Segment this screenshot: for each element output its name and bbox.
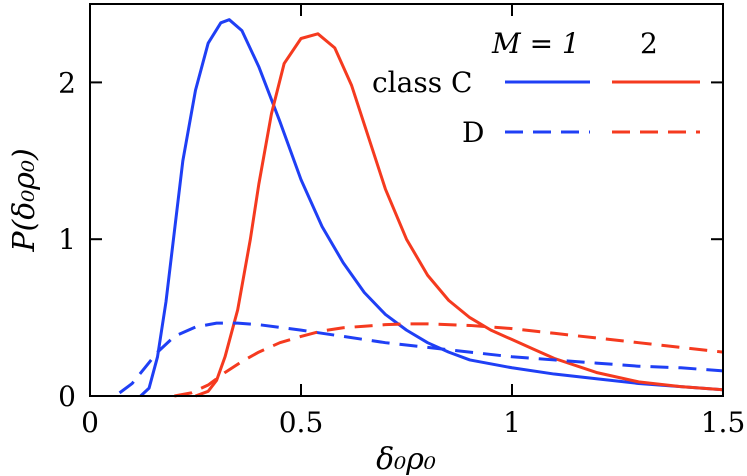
x-tick-label: 1.5	[701, 406, 746, 439]
series-line-class-c-m2	[194, 32, 724, 398]
legend-class-c-label: class C	[372, 66, 472, 99]
y-axis-label: P(δ₀ρ₀)	[7, 148, 42, 252]
y-tick-label: 2	[58, 66, 76, 99]
series-line-class-d-m2	[174, 322, 724, 398]
series-line-class-d-m1	[118, 321, 724, 395]
tick-marks	[89, 4, 724, 397]
legend-class-d-label: D	[462, 116, 484, 149]
x-tick-label: 1	[503, 406, 521, 439]
x-axis-label: δ₀ρ₀	[376, 442, 436, 476]
x-tick-label: 0	[81, 406, 99, 439]
y-tick-label: 0	[58, 380, 76, 413]
series-lines	[118, 18, 724, 398]
plot-frame	[89, 3, 724, 397]
tick-labels: 0 0.5 1 1.5 0 1 2	[58, 66, 745, 439]
legend: M = 1 2 class C D	[372, 27, 700, 149]
legend-header-m2: 2	[640, 27, 658, 60]
x-tick-label: 0.5	[279, 406, 324, 439]
legend-header-m1: M = 1	[491, 27, 580, 60]
y-tick-label: 1	[58, 223, 76, 256]
series-line-class-c-m1	[139, 18, 724, 398]
